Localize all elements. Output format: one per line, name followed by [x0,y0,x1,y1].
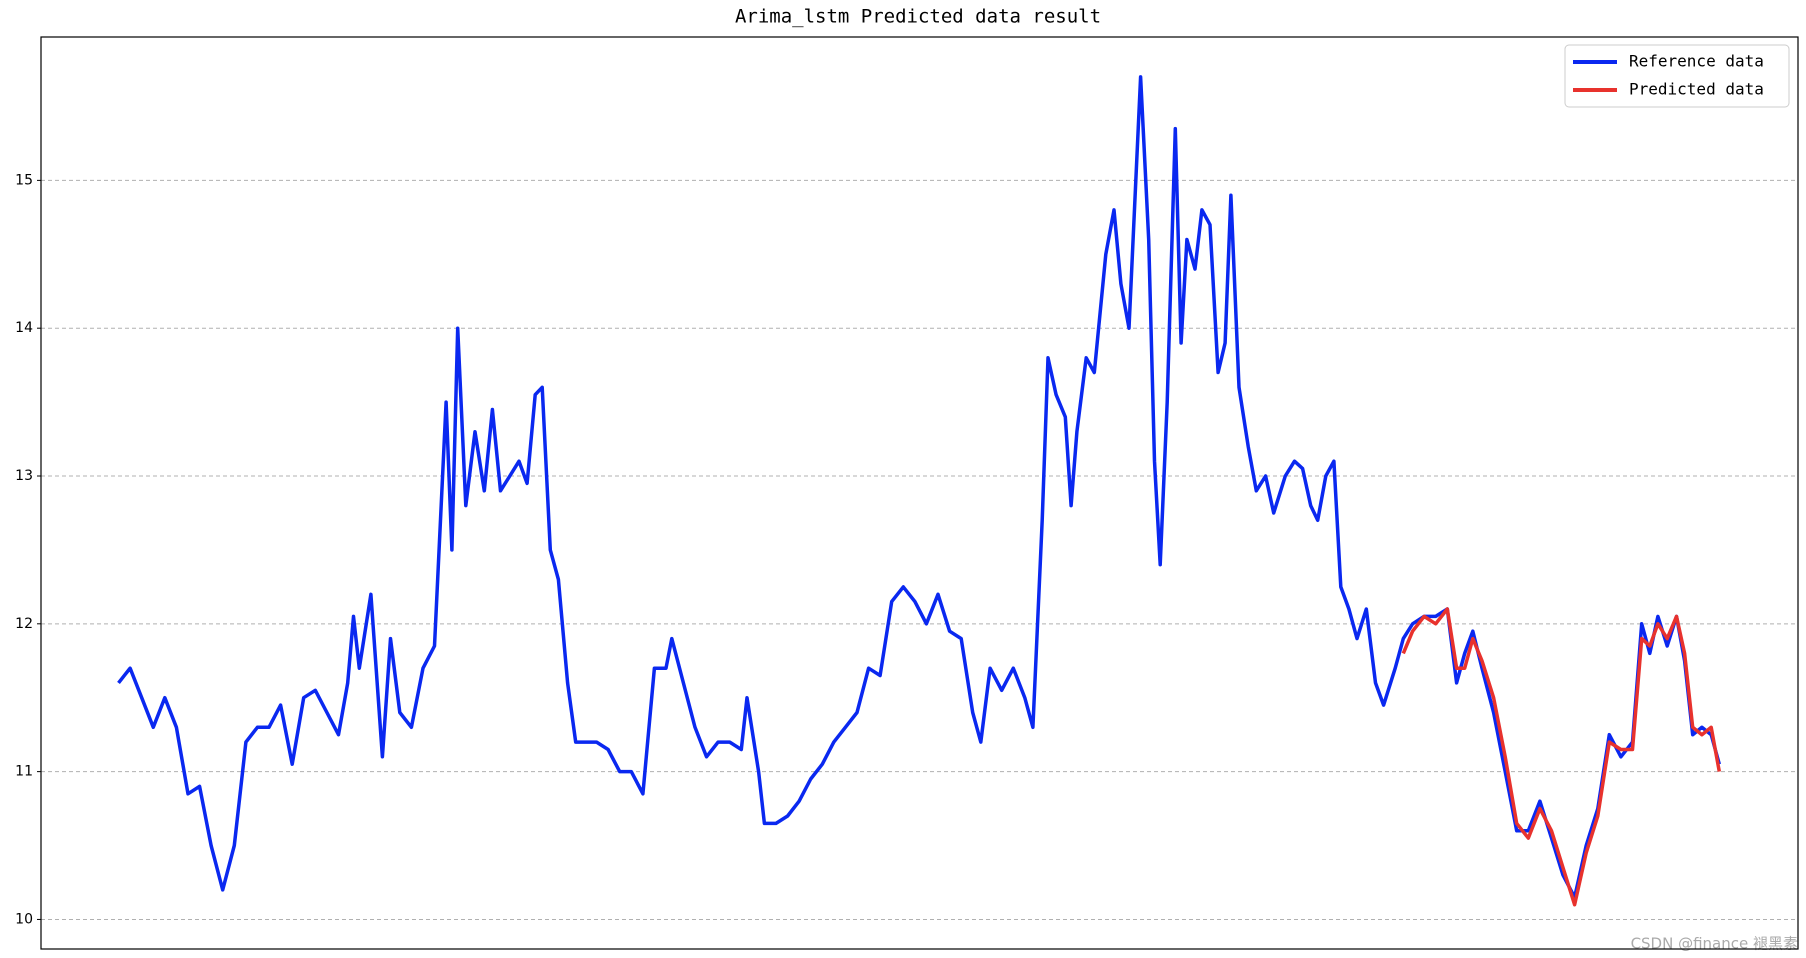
plot-frame [40,36,1799,950]
y-tick-label: 14 [15,320,33,336]
legend-label: Reference data [1629,52,1764,71]
chart-title: Arima_lstm Predicted data result [735,6,1101,28]
y-tick-label: 13 [15,468,33,484]
y-tick-label: 15 [15,172,33,188]
y-tick-label: 12 [15,616,33,632]
legend: Reference data Predicted data [1564,44,1790,108]
legend-label: Predicted data [1629,80,1764,99]
data-line [1401,607,1722,907]
data-line [117,75,1721,900]
watermark: CSDN @finance 褪黑素 [1631,935,1798,953]
legend-box [1564,44,1790,108]
y-tick-label: 11 [15,764,33,780]
y-tick-label: 10 [15,911,33,927]
